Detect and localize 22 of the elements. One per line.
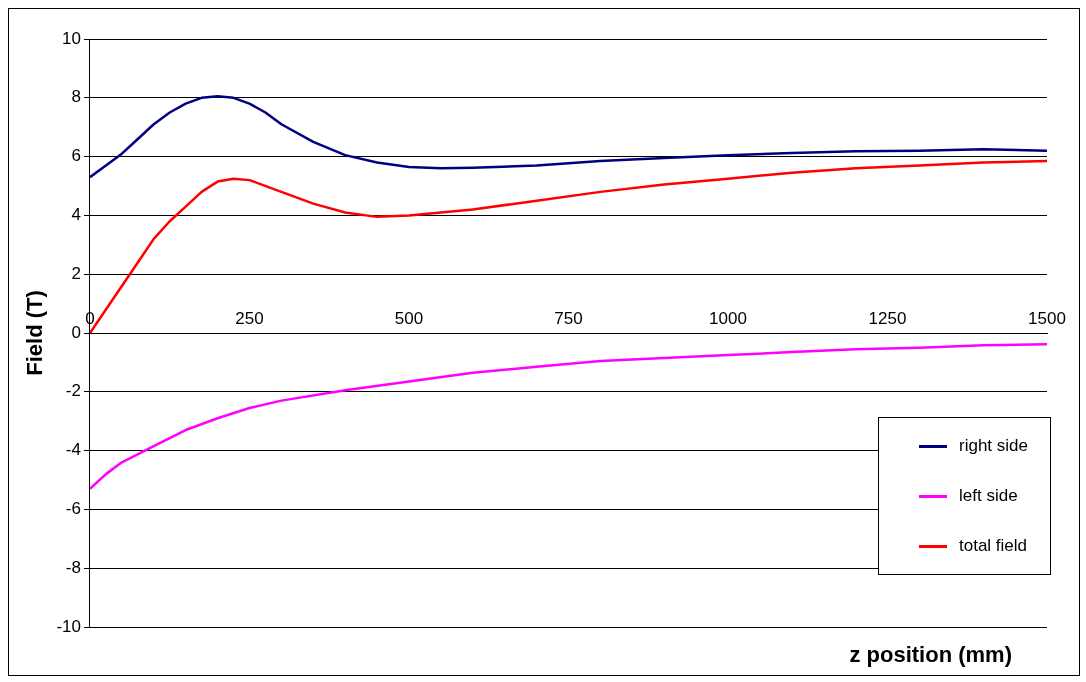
x-tick-label: 500 [394, 308, 424, 328]
x-axis-title: z position (mm) [849, 642, 1012, 668]
y-tick-label: -6 [65, 499, 81, 519]
y-tick-label: 6 [71, 146, 81, 166]
y-tick-label: 10 [62, 28, 81, 48]
y-axis-title: Field (T) [22, 290, 48, 376]
legend-label: left side [959, 486, 1018, 506]
x-tick-label: 250 [235, 308, 264, 328]
y-tick-label: -10 [56, 616, 81, 636]
y-tick-label: -2 [65, 381, 81, 401]
x-tick-label: 1000 [709, 308, 747, 328]
y-tick-label: -8 [65, 557, 81, 577]
y-tick-label: 0 [71, 322, 81, 342]
x-tick-label: 1250 [868, 308, 907, 328]
x-tick-label: 750 [554, 308, 583, 328]
y-tick-label: 8 [71, 87, 81, 107]
y-tick-label: 2 [71, 263, 81, 283]
legend-label: total field [959, 536, 1028, 556]
y-tick-label: -4 [65, 440, 81, 460]
x-tick-label: 1500 [1028, 308, 1066, 328]
legend-label: right side [959, 436, 1028, 456]
y-tick-label: 4 [71, 205, 81, 225]
